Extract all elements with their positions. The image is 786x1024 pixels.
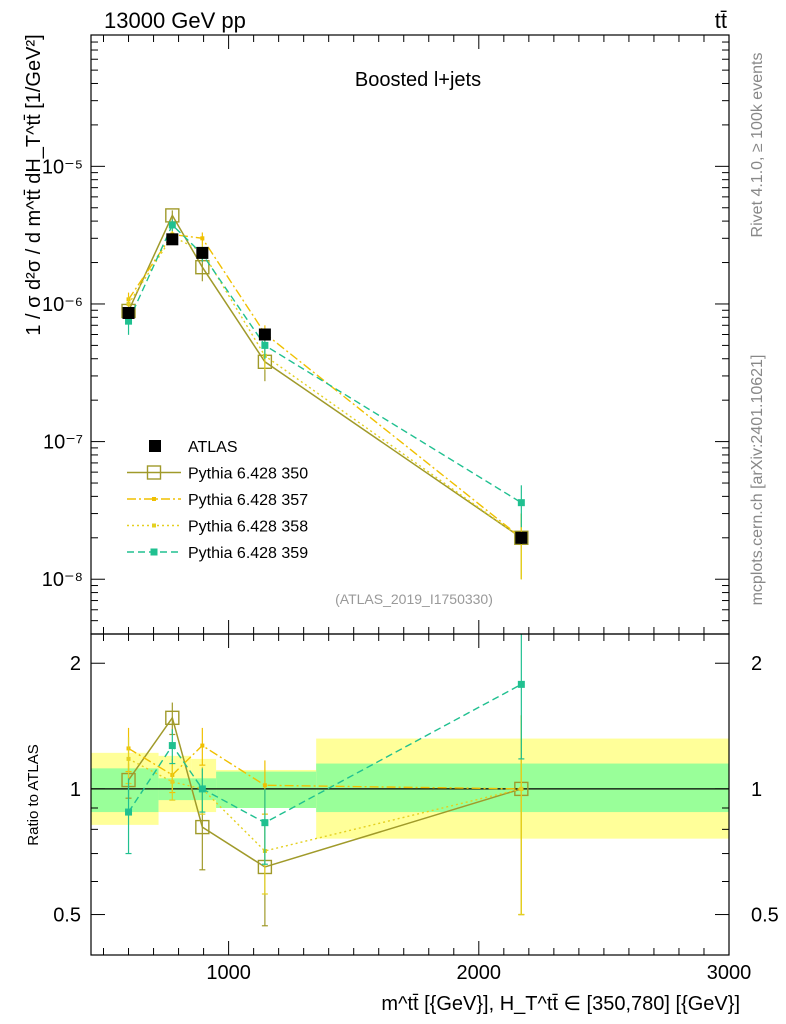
mc-point-ratio [517,680,525,688]
plot-title: Boosted l+jets [355,69,481,91]
mc-point-ratio [168,742,176,750]
analysis-id: (ATLAS_2019_I1750330) [335,591,493,607]
y-tick-label-ratio-right: 0.5 [751,905,779,927]
legend-marker-data [149,440,161,452]
mc-point-ratio [261,819,269,827]
legend-entry: Pythia 6.428 358 [127,519,308,536]
mc-point-ratio [170,779,175,784]
mc-point-ratio [195,819,210,835]
data-point [166,233,179,246]
main-frame [90,34,730,635]
y-tick-label-ratio: 0.5 [53,905,81,927]
legend-label: Pythia 6.428 357 [188,492,308,509]
legend-entry: Pythia 6.428 359 [127,545,308,562]
ratio-band-inner [216,771,317,808]
mc-line-main [127,235,522,539]
mc-point-ratio [198,785,206,793]
y-axis-title-main: 1 / σ d²σ / d m^tt̄ dH_T^tt̄ [1/GeV²] [23,34,45,335]
y-axis-title-ratio: Ratio to ATLAS [25,744,42,845]
mc-point-main [517,499,525,507]
x-tick-label: 3000 [707,962,752,984]
ratio-band-inner [91,768,159,813]
data-point [122,306,135,319]
mc-point-ratio [200,743,205,748]
legend-marker [152,523,156,528]
legend-label: Pythia 6.428 359 [188,545,308,562]
data-point [196,246,209,259]
y-tick-label-ratio: 2 [70,653,81,675]
x-axis-title: m^tt̄ [{GeV}], H_T^tt̄ ∈ [350,780] [{GeV… [381,993,740,1015]
mc-point-ratio [519,786,524,791]
collision-label: 13000 GeV pp [104,8,246,33]
mc-line-main [127,223,522,504]
legend-marker [152,497,156,501]
source-label: mcplots.cern.ch [arXiv:2401.10621] [749,355,766,606]
x-tick-label: 2000 [457,962,502,984]
mc-point-ratio [262,783,267,788]
legend-label: Pythia 6.428 358 [188,519,308,536]
ratio-frame [90,633,730,956]
mc-point-main [261,341,269,349]
x-tick-label: 1000 [206,962,251,984]
process-label: tt̄ [715,8,727,33]
mc-point-ratio [165,710,180,726]
mc-point-main [168,221,176,229]
legend-marker [150,548,158,556]
legend-label: ATLAS [188,439,238,456]
legend-entry: Pythia 6.428 350 [127,465,308,483]
mc-point-main [125,317,133,325]
mc-line-main [127,213,522,539]
y-tick-label-main: 10⁻⁵ [42,156,83,178]
data-point [515,531,528,544]
legend-entry: ATLAS [149,439,238,456]
rivet-version-label: Rivet 4.1.0, ≥ 100k events [749,53,766,238]
legend-label: Pythia 6.428 350 [188,466,308,483]
legend-marker [146,465,162,480]
data-point [258,328,271,341]
y-tick-label-main: 10⁻⁸ [42,569,83,591]
mc-point-main [200,236,205,241]
mc-point-ratio [126,756,131,761]
y-tick-label-ratio: 1 [70,779,81,801]
y-tick-label-ratio-right: 2 [751,653,762,675]
mc-point-ratio [125,808,133,816]
y-tick-label-main: 10⁻⁷ [43,432,83,454]
mc-point-main [126,301,131,306]
y-tick-label-main: 10⁻⁶ [42,294,83,316]
legend-entry: Pythia 6.428 357 [127,492,308,509]
y-tick-label-ratio-right: 1 [751,779,762,801]
